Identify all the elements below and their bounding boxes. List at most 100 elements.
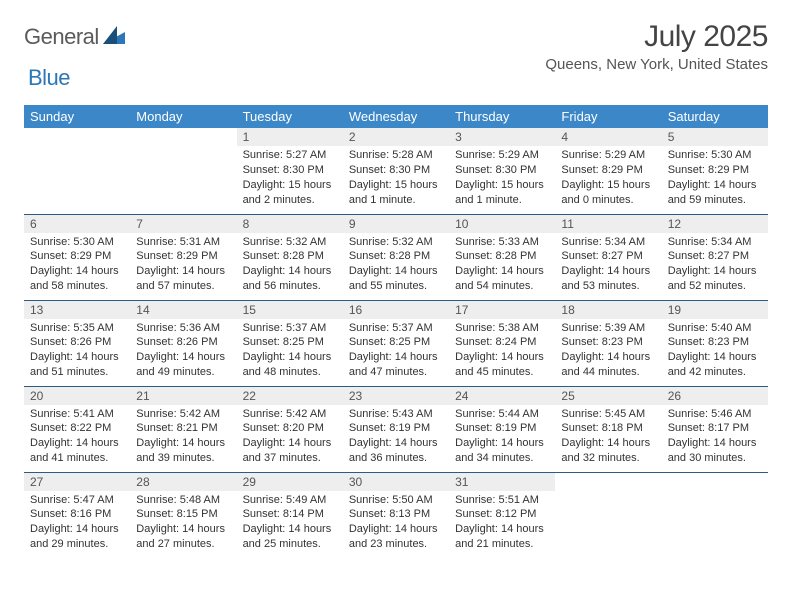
- daylight-line: Daylight: 14 hours and 34 minutes.: [455, 436, 549, 466]
- calendar-cell: 11Sunrise: 5:34 AMSunset: 8:27 PMDayligh…: [555, 214, 661, 300]
- day-number: 24: [449, 387, 555, 405]
- daylight-line: Daylight: 15 hours and 1 minute.: [455, 178, 549, 208]
- day-number: 22: [237, 387, 343, 405]
- day-number: 30: [343, 473, 449, 491]
- calendar-cell: [24, 128, 130, 214]
- sunrise-line: Sunrise: 5:30 AM: [668, 148, 762, 163]
- day-body: Sunrise: 5:29 AMSunset: 8:30 PMDaylight:…: [449, 146, 555, 211]
- day-number: 7: [130, 215, 236, 233]
- daylight-line: Daylight: 14 hours and 52 minutes.: [668, 264, 762, 294]
- sunrise-line: Sunrise: 5:48 AM: [136, 493, 230, 508]
- daylight-line: Daylight: 14 hours and 36 minutes.: [349, 436, 443, 466]
- sunset-line: Sunset: 8:30 PM: [349, 163, 443, 178]
- day-header: Thursday: [449, 105, 555, 128]
- daylight-line: Daylight: 14 hours and 30 minutes.: [668, 436, 762, 466]
- day-body: Sunrise: 5:42 AMSunset: 8:21 PMDaylight:…: [130, 405, 236, 470]
- logo-general: General: [24, 24, 99, 50]
- daylight-line: Daylight: 14 hours and 54 minutes.: [455, 264, 549, 294]
- day-body: Sunrise: 5:47 AMSunset: 8:16 PMDaylight:…: [24, 491, 130, 556]
- calendar-cell: 5Sunrise: 5:30 AMSunset: 8:29 PMDaylight…: [662, 128, 768, 214]
- daylight-line: Daylight: 14 hours and 56 minutes.: [243, 264, 337, 294]
- sunrise-line: Sunrise: 5:44 AM: [455, 407, 549, 422]
- calendar-cell: 4Sunrise: 5:29 AMSunset: 8:29 PMDaylight…: [555, 128, 661, 214]
- day-number: 4: [555, 128, 661, 146]
- sunrise-line: Sunrise: 5:33 AM: [455, 235, 549, 250]
- sunset-line: Sunset: 8:23 PM: [561, 335, 655, 350]
- calendar-cell: 24 Sunrise: 5:44 AMSunset: 8:19 PMDayligh…: [449, 386, 555, 472]
- sunset-line: Sunset: 8:30 PM: [455, 163, 549, 178]
- sunset-line: Sunset: 8:28 PM: [349, 249, 443, 264]
- day-header: Friday: [555, 105, 661, 128]
- day-number: 3: [449, 128, 555, 146]
- sunset-line: Sunset: 8:14 PM: [243, 507, 337, 522]
- calendar-body: 1Sunrise: 5:27 AMSunset: 8:30 PMDaylight…: [24, 128, 768, 558]
- sunset-line: Sunset: 8:22 PM: [30, 421, 124, 436]
- calendar-week: 13Sunrise: 5:35 AMSunset: 8:26 PMDayligh…: [24, 300, 768, 386]
- day-number: 8: [237, 215, 343, 233]
- day-number: 19: [662, 301, 768, 319]
- calendar-cell: 9Sunrise: 5:32 AMSunset: 8:28 PMDaylight…: [343, 214, 449, 300]
- day-body: Sunrise: 5:39 AMSunset: 8:23 PMDaylight:…: [555, 319, 661, 384]
- sunset-line: Sunset: 8:25 PM: [349, 335, 443, 350]
- calendar-cell: 1Sunrise: 5:27 AMSunset: 8:30 PMDaylight…: [237, 128, 343, 214]
- calendar-cell: 22Sunrise: 5:42 AMSunset: 8:20 PMDayligh…: [237, 386, 343, 472]
- day-body: Sunrise: 5:37 AMSunset: 8:25 PMDaylight:…: [343, 319, 449, 384]
- sunrise-line: Sunrise: 5:34 AM: [668, 235, 762, 250]
- sunrise-line: Sunrise: 5:36 AM: [136, 321, 230, 336]
- daylight-line: Daylight: 14 hours and 23 minutes.: [349, 522, 443, 552]
- daylight-line: Daylight: 14 hours and 51 minutes.: [30, 350, 124, 380]
- calendar-cell: 3Sunrise: 5:29 AMSunset: 8:30 PMDaylight…: [449, 128, 555, 214]
- sunrise-line: Sunrise: 5:43 AM: [349, 407, 443, 422]
- sunset-line: Sunset: 8:25 PM: [243, 335, 337, 350]
- sunrise-line: Sunrise: 5:37 AM: [243, 321, 337, 336]
- day-number: 9: [343, 215, 449, 233]
- day-number: 13: [24, 301, 130, 319]
- sunset-line: Sunset: 8:27 PM: [561, 249, 655, 264]
- sunrise-line: Sunrise: 5:32 AM: [243, 235, 337, 250]
- sunrise-line: Sunrise: 5:42 AM: [243, 407, 337, 422]
- day-number: 5: [662, 128, 768, 146]
- daylight-line: Daylight: 14 hours and 32 minutes.: [561, 436, 655, 466]
- day-body: Sunrise: 5:30 AMSunset: 8:29 PMDaylight:…: [24, 233, 130, 298]
- calendar-table: SundayMondayTuesdayWednesdayThursdayFrid…: [24, 105, 768, 558]
- calendar-cell: 26Sunrise: 5:46 AMSunset: 8:17 PMDayligh…: [662, 386, 768, 472]
- sunset-line: Sunset: 8:21 PM: [136, 421, 230, 436]
- sunset-line: Sunset: 8:29 PM: [136, 249, 230, 264]
- sunrise-line: Sunrise: 5:45 AM: [561, 407, 655, 422]
- calendar-week: 20Sunrise: 5:41 AMSunset: 8:22 PMDayligh…: [24, 386, 768, 472]
- calendar-cell: 30Sunrise: 5:50 AMSunset: 8:13 PMDayligh…: [343, 472, 449, 558]
- day-number: 2: [343, 128, 449, 146]
- sunrise-line: Sunrise: 5:37 AM: [349, 321, 443, 336]
- sunset-line: Sunset: 8:26 PM: [30, 335, 124, 350]
- daylight-line: Daylight: 15 hours and 2 minutes.: [243, 178, 337, 208]
- sunrise-line: Sunrise: 5:47 AM: [30, 493, 124, 508]
- day-body: Sunrise: 5:40 AMSunset: 8:23 PMDaylight:…: [662, 319, 768, 384]
- day-body: Sunrise: 5:35 AMSunset: 8:26 PMDaylight:…: [24, 319, 130, 384]
- logo: General: [24, 20, 127, 50]
- calendar-cell: 13Sunrise: 5:35 AMSunset: 8:26 PMDayligh…: [24, 300, 130, 386]
- day-body: Sunrise: 5:41 AMSunset: 8:22 PMDaylight:…: [24, 405, 130, 470]
- day-body: Sunrise: 5:28 AMSunset: 8:30 PMDaylight:…: [343, 146, 449, 211]
- sunset-line: Sunset: 8:29 PM: [30, 249, 124, 264]
- day-number: 15: [237, 301, 343, 319]
- daylight-line: Daylight: 14 hours and 21 minutes.: [455, 522, 549, 552]
- sunrise-line: Sunrise: 5:32 AM: [349, 235, 443, 250]
- day-body: Sunrise: 5:36 AMSunset: 8:26 PMDaylight:…: [130, 319, 236, 384]
- day-number: 31: [449, 473, 555, 491]
- calendar-cell: 17Sunrise: 5:38 AMSunset: 8:24 PMDayligh…: [449, 300, 555, 386]
- sunset-line: Sunset: 8:19 PM: [455, 421, 549, 436]
- calendar-cell: 18Sunrise: 5:39 AMSunset: 8:23 PMDayligh…: [555, 300, 661, 386]
- day-body: Sunrise: 5:51 AMSunset: 8:12 PMDaylight:…: [449, 491, 555, 556]
- calendar-cell: 21Sunrise: 5:42 AMSunset: 8:21 PMDayligh…: [130, 386, 236, 472]
- daylight-line: Daylight: 15 hours and 0 minutes.: [561, 178, 655, 208]
- sunset-line: Sunset: 8:28 PM: [243, 249, 337, 264]
- sunset-line: Sunset: 8:27 PM: [668, 249, 762, 264]
- sunrise-line: Sunrise: 5:51 AM: [455, 493, 549, 508]
- title-wrap: July 2025 Queens, New York, United State…: [545, 20, 768, 73]
- sunset-line: Sunset: 8:24 PM: [455, 335, 549, 350]
- calendar-cell: 31Sunrise: 5:51 AMSunset: 8:12 PMDayligh…: [449, 472, 555, 558]
- day-body: Sunrise: 5:50 AMSunset: 8:13 PMDaylight:…: [343, 491, 449, 556]
- day-number: 18: [555, 301, 661, 319]
- sunrise-line: Sunrise: 5:38 AM: [455, 321, 549, 336]
- day-body: Sunrise: 5:33 AMSunset: 8:28 PMDaylight:…: [449, 233, 555, 298]
